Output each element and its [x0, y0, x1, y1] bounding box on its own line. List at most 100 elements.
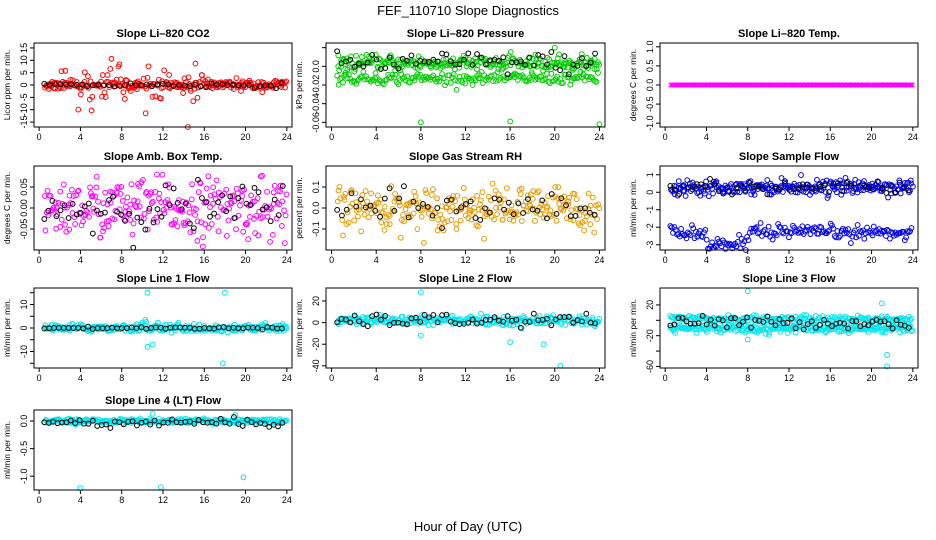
- data-point: [362, 188, 369, 194]
- data-point: [869, 180, 876, 187]
- chart-panel: Slope Line 4 (LT) Flow ml/min per min. 0 4 8…: [2, 395, 293, 505]
- data-point: [154, 218, 161, 225]
- summary-point: [877, 318, 884, 325]
- data-point: [191, 85, 198, 92]
- data-point: [837, 180, 844, 187]
- data-point: [366, 53, 372, 60]
- summary-point: [181, 82, 188, 89]
- data-point: [734, 238, 741, 245]
- x-tick-label: 8: [119, 373, 124, 383]
- summary-point: [671, 321, 678, 328]
- data-point: [124, 194, 131, 201]
- summary-point: [691, 320, 698, 327]
- data-point: [136, 203, 143, 210]
- x-tick-label: 12: [158, 495, 168, 505]
- data-point: [351, 217, 358, 224]
- y-tick-label: 0: [19, 82, 29, 87]
- summary-point: [77, 209, 84, 216]
- summary-point: [334, 206, 341, 213]
- data-point: [546, 56, 552, 62]
- summary-point: [843, 179, 850, 186]
- data-point: [194, 94, 201, 101]
- data-point: [121, 96, 128, 102]
- data-point: [524, 208, 531, 215]
- data-point: [792, 228, 799, 235]
- data-point: [560, 207, 567, 214]
- summary-point: [768, 182, 775, 189]
- summary-point: [408, 52, 415, 59]
- data-points: [334, 44, 603, 128]
- summary-point: [434, 319, 441, 326]
- summary-point: [530, 62, 537, 69]
- y-tick-label: -20: [645, 329, 655, 342]
- data-point: [682, 193, 689, 199]
- data-point: [442, 82, 448, 89]
- summary-point: [69, 200, 76, 207]
- outlier-point: [77, 485, 84, 492]
- data-point: [428, 64, 435, 71]
- summary-point: [412, 60, 419, 67]
- outlier-point: [149, 410, 156, 417]
- data-point: [908, 315, 915, 322]
- data-point: [353, 80, 360, 87]
- data-points: [334, 289, 603, 369]
- data-point: [547, 207, 554, 214]
- data-point: [418, 213, 425, 220]
- x-tick-label: 4: [78, 373, 83, 383]
- x-tick-label: 16: [825, 255, 835, 265]
- data-point: [450, 193, 457, 199]
- data-point: [525, 55, 532, 62]
- chart-panel: Slope Li–820 Temp. degrees C per min. 0 4 8 1…: [628, 28, 919, 142]
- data-point: [89, 93, 96, 100]
- data-point: [126, 208, 133, 215]
- data-point: [340, 79, 346, 86]
- summary-point: [478, 319, 485, 326]
- data-point: [845, 226, 852, 232]
- data-point: [233, 75, 240, 82]
- data-point: [825, 192, 832, 199]
- summary-point: [118, 211, 125, 218]
- data-point: [193, 206, 199, 213]
- data-points: [334, 180, 603, 246]
- data-point: [687, 82, 693, 88]
- summary-point: [186, 83, 193, 90]
- x-tick-label: 20: [867, 255, 877, 265]
- data-point: [397, 234, 404, 241]
- data-point: [237, 202, 243, 209]
- data-point: [149, 93, 156, 100]
- summary-point: [544, 61, 550, 68]
- data-point: [281, 240, 288, 247]
- summary-point: [487, 316, 494, 323]
- outlier-point: [417, 289, 424, 296]
- data-point: [273, 327, 280, 334]
- data-point: [504, 185, 510, 192]
- data-point: [192, 212, 198, 218]
- summary-point: [52, 81, 58, 87]
- summary-point: [579, 55, 585, 61]
- y-tick-label: -1: [645, 206, 655, 214]
- data-point: [734, 188, 741, 195]
- data-point: [55, 85, 62, 92]
- data-point: [837, 232, 843, 239]
- data-point: [594, 216, 600, 222]
- data-points: [41, 171, 290, 251]
- summary-point: [534, 207, 541, 214]
- outlier-point: [222, 289, 228, 296]
- data-point: [334, 72, 341, 79]
- data-point: [591, 66, 598, 72]
- summary-point: [279, 183, 286, 189]
- data-point: [355, 213, 361, 220]
- data-point: [156, 190, 163, 197]
- data-point: [736, 189, 743, 196]
- summary-point: [420, 201, 426, 207]
- summary-point: [839, 188, 846, 194]
- data-point: [573, 196, 580, 203]
- data-point: [145, 63, 152, 70]
- summary-point: [517, 58, 524, 65]
- x-tick-label: 0: [329, 255, 334, 265]
- summary-point: [885, 321, 892, 328]
- x-tick-label: 24: [282, 373, 292, 383]
- summary-point: [816, 322, 823, 328]
- data-point: [411, 188, 418, 195]
- data-point: [754, 316, 761, 323]
